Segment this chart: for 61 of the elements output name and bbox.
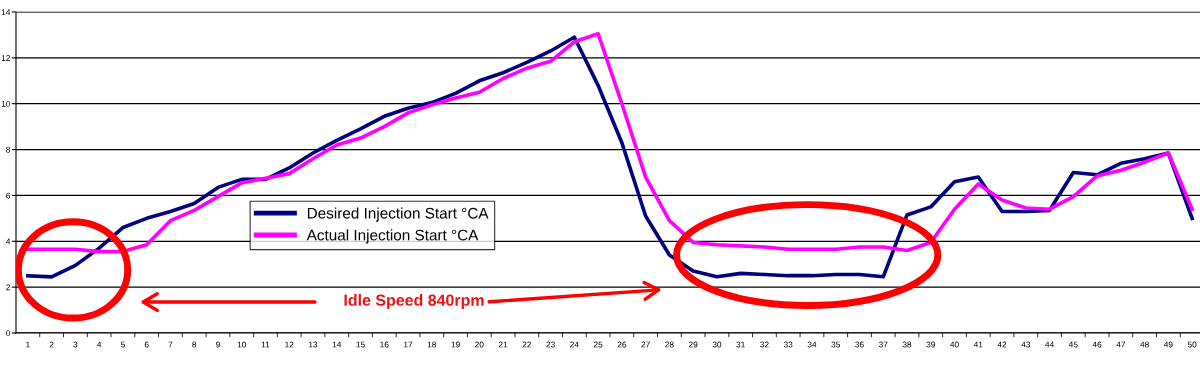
x-tick-label: 49 — [1163, 341, 1173, 348]
x-tick-label: 34 — [807, 341, 817, 348]
x-tick-label: 33 — [783, 341, 793, 348]
x-tick-label: 30 — [712, 341, 722, 348]
x-tick-label: 25 — [593, 341, 603, 348]
x-tick-label: 13 — [309, 341, 318, 348]
y-tick-label: 12 — [1, 55, 11, 61]
x-tick-label: 32 — [760, 341, 769, 348]
x-tick-label: 11 — [261, 341, 270, 348]
y-tick-label: 8 — [6, 146, 11, 153]
y-tick-label: 0 — [6, 330, 11, 337]
y-tick-label: 2 — [6, 284, 11, 291]
x-tick-label: 40 — [950, 341, 959, 348]
x-tick-label: 16 — [380, 341, 389, 348]
x-tick-label: 48 — [1140, 341, 1149, 348]
x-tick-label: 10 — [237, 341, 247, 348]
x-tick-label: 45 — [1068, 341, 1078, 348]
x-tick-label: 7 — [168, 341, 173, 348]
y-tick-label: 10 — [1, 100, 11, 107]
x-tick-label: 43 — [1021, 341, 1031, 348]
x-tick-label: 44 — [1045, 341, 1054, 348]
x-tick-label: 41 — [973, 341, 983, 348]
x-tick-label: 46 — [1092, 341, 1102, 348]
y-tick-label: 4 — [6, 238, 11, 245]
x-tick-label: 6 — [144, 341, 149, 348]
x-tick-label: 27 — [641, 341, 650, 348]
x-tick-label: 47 — [1116, 341, 1126, 348]
legend-label: Desired Injection Start °CA — [307, 207, 489, 222]
legend-label: Actual Injection Start °CA — [306, 229, 479, 244]
x-tick-label: 39 — [926, 341, 935, 348]
x-tick-label: 20 — [475, 341, 484, 348]
x-tick-label: 42 — [997, 341, 1007, 348]
x-tick-label: 3 — [73, 341, 78, 348]
x-tick-label: 24 — [570, 341, 579, 348]
x-tick-label: 28 — [665, 341, 674, 348]
x-tick-label: 1 — [26, 341, 30, 348]
x-tick-label: 35 — [831, 341, 841, 348]
x-tick-label: 4 — [97, 341, 102, 348]
y-tick-label: 6 — [6, 192, 11, 199]
x-tick-label: 22 — [522, 341, 532, 348]
x-tick-label: 2 — [49, 341, 54, 348]
x-tick-label: 26 — [617, 341, 627, 348]
x-tick-label: 38 — [902, 341, 912, 348]
x-tick-label: 31 — [736, 341, 745, 348]
x-tick-label: 19 — [451, 341, 460, 348]
x-tick-label: 36 — [855, 341, 864, 348]
x-tick-label: 21 — [498, 341, 508, 348]
x-tick-label: 12 — [285, 341, 294, 348]
x-tick-label: 18 — [427, 341, 437, 348]
x-tick-label: 29 — [688, 341, 698, 348]
x-tick-label: 15 — [356, 341, 365, 348]
x-tick-label: 50 — [1187, 341, 1197, 348]
annotation: Idle Speed 840rpm — [344, 294, 484, 309]
x-tick-label: 23 — [546, 341, 555, 348]
x-tick-label: 14 — [332, 341, 342, 348]
x-tick-label: 9 — [216, 341, 220, 348]
x-tick-label: 8 — [192, 341, 197, 348]
x-tick-label: 17 — [404, 341, 413, 348]
x-tick-label: 37 — [878, 341, 888, 348]
y-tick-label: 14 — [1, 9, 11, 16]
x-tick-label: 5 — [120, 341, 125, 348]
